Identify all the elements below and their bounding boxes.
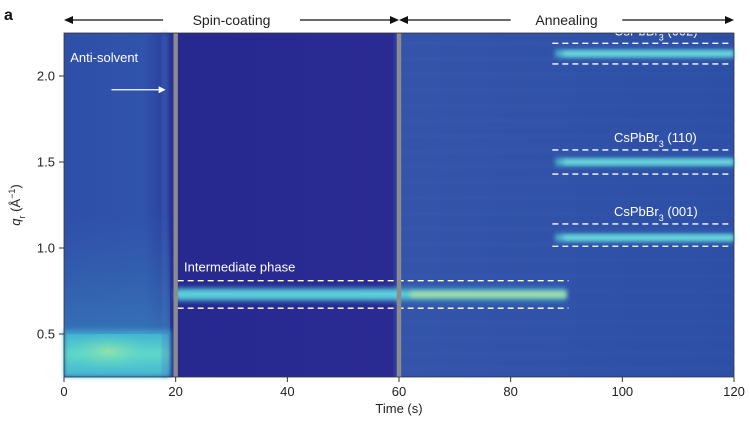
phase-arrow-head xyxy=(725,16,734,24)
x-tick-label: 0 xyxy=(60,384,67,399)
y-tick-label: 1.0 xyxy=(37,241,55,256)
background-streak xyxy=(399,336,734,339)
early-signal-glow xyxy=(68,333,149,370)
background-streak xyxy=(399,367,734,370)
feature-label: CsPbBr3 (001) xyxy=(614,204,698,223)
background-streak xyxy=(399,259,734,262)
feature-label: CsPbBr3 (002) xyxy=(614,23,698,42)
event-line xyxy=(396,33,402,377)
x-tick-label: 80 xyxy=(503,384,517,399)
event-line xyxy=(173,33,178,377)
background-streak xyxy=(399,351,734,354)
phase-arrow-head xyxy=(399,16,408,24)
anti-solvent-streak xyxy=(161,33,168,377)
background-streak xyxy=(399,88,734,91)
panel-label: a xyxy=(4,7,13,24)
y-tick-label: 2.0 xyxy=(37,69,55,84)
background-streak xyxy=(399,212,734,215)
x-tick-label: 120 xyxy=(723,384,745,399)
phase-arrow-head xyxy=(390,16,399,24)
background-streak xyxy=(399,243,734,246)
feature-label: Intermediate phase xyxy=(184,260,295,275)
background-streak xyxy=(399,181,734,184)
feature-band-core xyxy=(563,51,734,57)
y-tick-label: 1.5 xyxy=(37,155,55,170)
background-streak xyxy=(399,73,734,76)
background-streak xyxy=(399,135,734,138)
background-streak xyxy=(399,119,734,122)
background-streak xyxy=(399,274,734,277)
early-haze xyxy=(64,213,171,334)
signal-layer xyxy=(64,33,734,377)
overlay-layer: Intermediate phase CsPbBr3 (001) CsPbBr3 (… xyxy=(70,23,732,377)
phase-arrow-head xyxy=(64,16,73,24)
feature-label: CsPbBr3 (110) xyxy=(614,130,697,149)
feature-band-hot xyxy=(410,291,567,298)
feature-band-core xyxy=(563,159,734,165)
y-tick-label: 0.5 xyxy=(37,327,55,342)
feature-band-core xyxy=(175,289,399,300)
background-streak xyxy=(399,104,734,107)
y-axis-label: qr (Å−1) xyxy=(7,184,27,225)
x-axis-label: Time (s) xyxy=(375,401,422,416)
background-streak xyxy=(399,320,734,323)
anti-solvent-arrow-head xyxy=(158,86,166,94)
x-tick-label: 20 xyxy=(168,384,182,399)
background-streak xyxy=(399,197,734,200)
axis-layer: 0 20 40 60 80 100 120 0.5 1.0 1.5 2.0 Time (s) qr (Å… xyxy=(7,32,745,416)
x-tick-label: 40 xyxy=(280,384,294,399)
x-tick-label: 60 xyxy=(392,384,406,399)
phase-label: Spin-coating xyxy=(193,12,271,28)
phase-label: Annealing xyxy=(535,12,597,28)
x-tick-label: 100 xyxy=(611,384,633,399)
anti-solvent-label: Anti-solvent xyxy=(70,50,138,65)
background-streak xyxy=(399,228,734,231)
background-streak xyxy=(399,305,734,308)
feature-band-core xyxy=(563,235,734,241)
phase-layer: Spin-coating Annealing xyxy=(64,12,734,28)
background-streak xyxy=(399,150,734,153)
